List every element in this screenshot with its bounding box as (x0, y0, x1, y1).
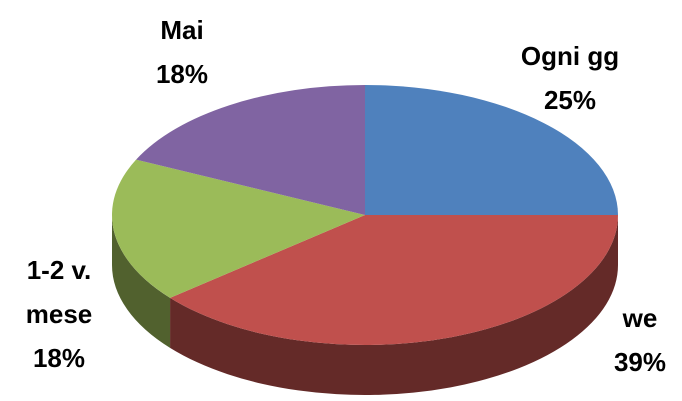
pie-slice (112, 159, 366, 298)
pie-side (170, 215, 618, 395)
value-label: 25% (543, 85, 597, 115)
category-label: Ogni gg (520, 41, 620, 71)
pie-slice (170, 215, 618, 345)
value-label: 39% (613, 347, 667, 377)
category-label: we (622, 303, 658, 333)
data-label: 1-2 v. mese 18% (0, 248, 118, 380)
data-label: we 39% (585, 296, 682, 384)
pie-slice (136, 85, 365, 215)
pie-slice (365, 85, 618, 215)
data-label: Mai 18% (112, 8, 252, 96)
value-label: 18% (32, 343, 86, 373)
category-label: 1-2 v. mese (25, 255, 93, 329)
value-label: 18% (155, 59, 209, 89)
category-label: Mai (160, 15, 204, 45)
data-label: Ogni gg 25% (490, 34, 650, 122)
pie-side (112, 215, 171, 348)
